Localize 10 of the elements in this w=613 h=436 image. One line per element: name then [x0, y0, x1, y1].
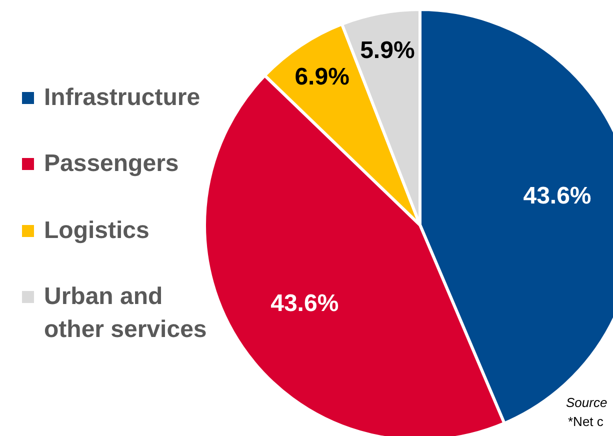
- text: *Net c: [568, 414, 604, 429]
- legend-label: Urban and other services: [44, 282, 208, 345]
- legend-label: Infrastructure: [44, 83, 200, 113]
- text: Source: [566, 395, 608, 410]
- data-label: 5.9%: [360, 36, 415, 64]
- data-label: 43.6%: [270, 290, 339, 318]
- data-label: 43.6%: [523, 182, 592, 210]
- legend-label: Logistics: [44, 216, 150, 246]
- data-label: 6.9%: [294, 64, 350, 91]
- legend-label: Passengers: [44, 149, 179, 180]
